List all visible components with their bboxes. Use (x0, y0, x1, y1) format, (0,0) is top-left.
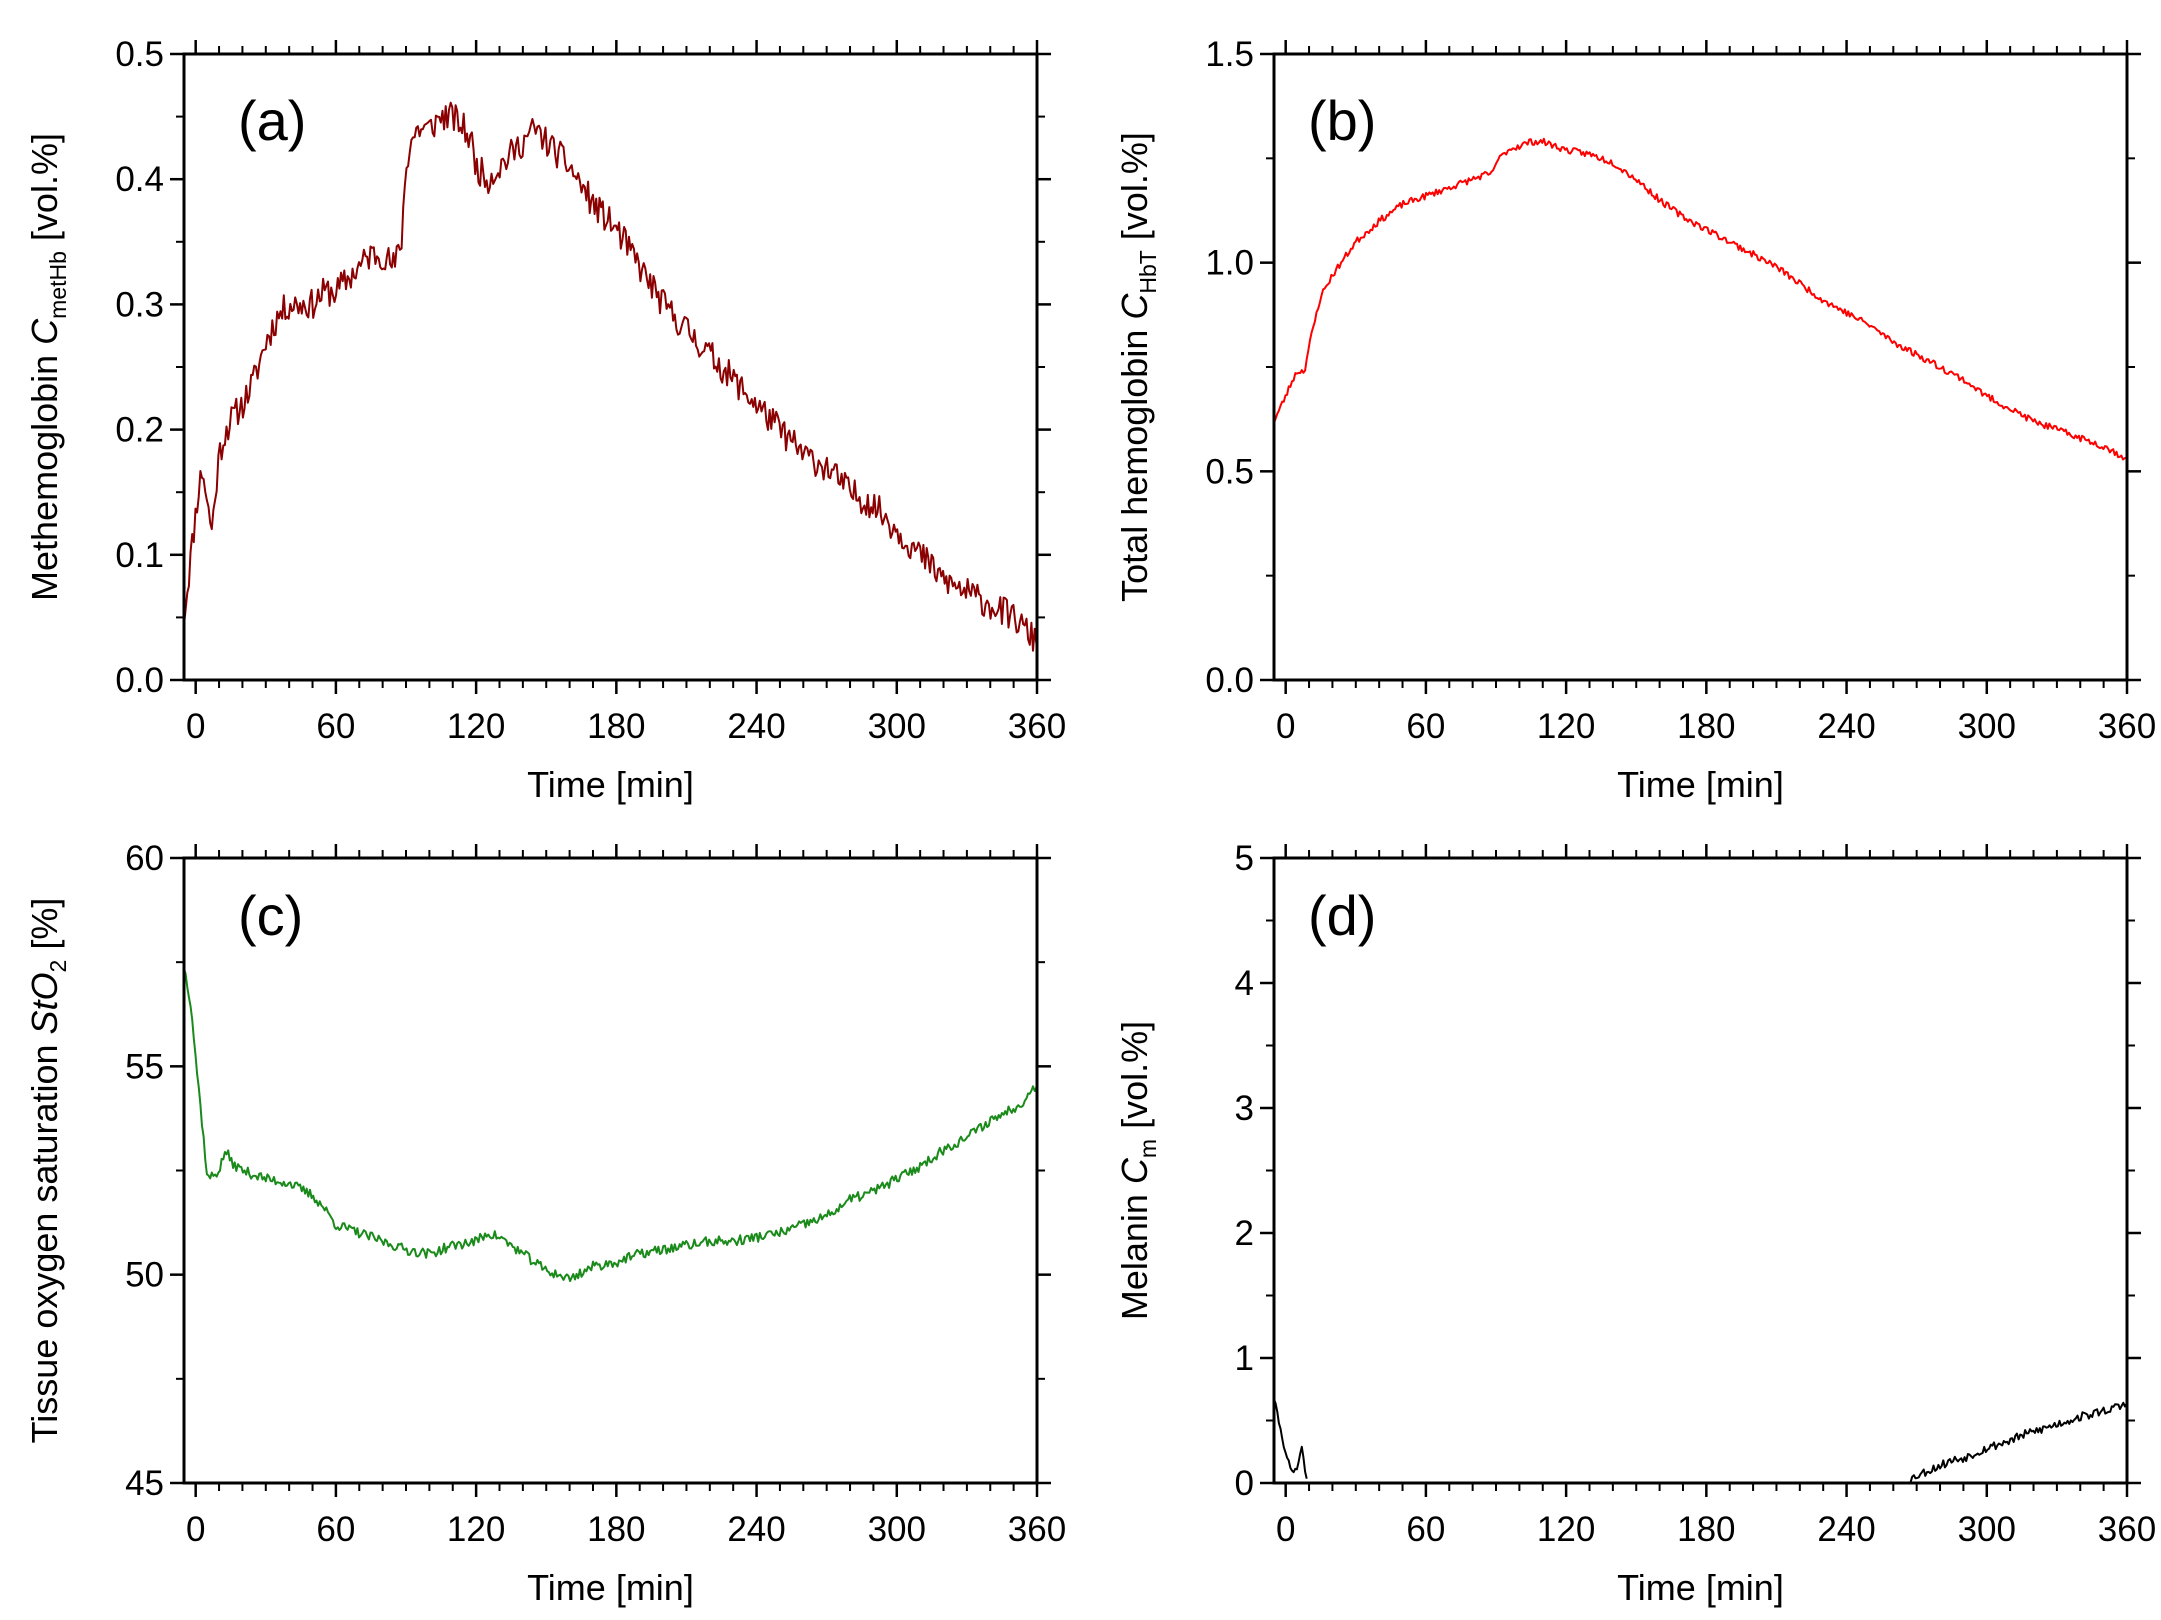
panel-c: 0 60 120 180 240 300 360 45 50 55 60 Time [min] Tiss… (24, 839, 1066, 1608)
y-tick-label: 3 (1235, 1089, 1254, 1128)
y-axis-title-prefix: Melanin (1114, 1184, 1155, 1320)
x-tick-label: 300 (1958, 707, 2016, 746)
y-axis-title-subscript: HbT (1135, 250, 1161, 293)
panel-b: 0 60 120 180 240 300 360 0.0 0.5 1.0 1.5 Time [min]… (1114, 35, 2156, 805)
x-tick-label: 180 (587, 707, 645, 746)
x-tick-label: 360 (2098, 1510, 2156, 1549)
y-axis-title-subscript: m (1135, 1139, 1161, 1158)
y-tick-label: 45 (125, 1464, 164, 1503)
y-axis-title-suffix: [vol.%] (1114, 132, 1155, 250)
x-tick-label: 360 (1008, 707, 1066, 746)
x-tick-label: 0 (1276, 1510, 1295, 1549)
x-tick-label: 60 (316, 1510, 355, 1549)
y-tick-label: 0.5 (1205, 452, 1254, 491)
y-tick-label: 0.1 (115, 536, 164, 575)
x-axis-title: Time [min] (527, 764, 694, 805)
y-axis-title-symbol: C (24, 318, 65, 345)
x-tick-label: 300 (1958, 1510, 2016, 1549)
y-axis-title: Tissue oxygen saturation StO2 [%] (24, 898, 71, 1444)
series-line-HbT (1273, 137, 2127, 461)
y-tick-label: 0.0 (115, 661, 164, 700)
y-axis-title: Methemoglobin CmetHb [vol.%] (24, 133, 71, 601)
x-tick-label: 300 (868, 707, 926, 746)
y-tick-label: 0 (1235, 1464, 1254, 1503)
plot-frame (1272, 856, 2129, 1485)
y-tick-label: 0.5 (115, 35, 164, 74)
y-tick-label: 0.0 (1205, 661, 1254, 700)
y-tick-label: 50 (125, 1256, 164, 1295)
series-line-metHb (183, 101, 1038, 652)
x-tick-label: 120 (1537, 1510, 1595, 1549)
x-tick-label: 120 (447, 1510, 505, 1549)
y-axis-title-symbol: StO (24, 972, 65, 1034)
y-axis-title-prefix: Tissue oxygen saturation (24, 1034, 65, 1443)
y-axis-title: Total hemoglobin CHbT [vol.%] (1114, 132, 1161, 602)
x-tick-label: 120 (447, 707, 505, 746)
y-axis-title-suffix: [vol.%] (1114, 1021, 1155, 1139)
series-line-melanin-early (1273, 1398, 1308, 1479)
y-tick-label: 1 (1235, 1339, 1254, 1378)
x-tick-label: 60 (316, 707, 355, 746)
y-tick-label: 0.2 (115, 411, 164, 450)
y-tick-label: 0.4 (115, 160, 164, 199)
x-tick-label: 0 (186, 707, 205, 746)
y-tick-label: 0.3 (115, 285, 164, 324)
x-axis-title: Time [min] (1617, 1567, 1784, 1608)
x-tick-label: 360 (1008, 1510, 1066, 1549)
panel-label: (d) (1308, 884, 1376, 947)
x-tick-label: 300 (868, 1510, 926, 1549)
panel-a: 0 60 120 180 240 300 360 0.0 0.1 0.2 0.3 0.4 0.5 Time… (24, 35, 1066, 805)
plot-frame (182, 52, 1039, 682)
x-axis-title: Time [min] (527, 1567, 694, 1608)
y-axis-title-subscript: 2 (45, 960, 71, 973)
x-tick-label: 240 (1817, 1510, 1875, 1549)
y-tick-label: 55 (125, 1047, 164, 1086)
x-axis-title: Time [min] (1617, 764, 1784, 805)
y-tick-label: 2 (1235, 1214, 1254, 1253)
y-axis-title: Melanin Cm [vol.%] (1114, 1021, 1161, 1320)
series-line-StO2 (183, 968, 1038, 1283)
panel-label: (b) (1308, 89, 1376, 152)
panel-label: (c) (238, 884, 303, 947)
y-tick-label: 1.0 (1205, 244, 1254, 283)
x-tick-label: 240 (727, 707, 785, 746)
x-tick-label: 60 (1406, 707, 1445, 746)
y-axis-title-suffix: [vol.%] (24, 133, 65, 251)
x-tick-label: 240 (727, 1510, 785, 1549)
panel-d: 0 60 120 180 240 300 360 0 1 2 3 4 5 Time [min] Melani… (1114, 839, 2156, 1608)
panel-label: (a) (238, 89, 306, 152)
x-tick-label: 180 (587, 1510, 645, 1549)
x-tick-label: 360 (2098, 707, 2156, 746)
y-tick-label: 1.5 (1205, 35, 1254, 74)
series-line-melanin-late (1907, 1401, 2128, 1484)
x-tick-label: 120 (1537, 707, 1595, 746)
plot-frame (1272, 52, 2129, 682)
y-tick-label: 5 (1235, 839, 1254, 878)
x-tick-label: 180 (1677, 1510, 1735, 1549)
y-axis-title-symbol: C (1114, 1157, 1155, 1184)
x-tick-label: 0 (186, 1510, 205, 1549)
y-axis-title-symbol: C (1114, 293, 1155, 320)
y-axis-title-suffix: [%] (24, 898, 65, 960)
y-tick-label: 60 (125, 839, 164, 878)
x-tick-label: 0 (1276, 707, 1295, 746)
y-axis-title-prefix: Methemoglobin (24, 345, 65, 601)
y-tick-label: 4 (1235, 964, 1254, 1003)
x-tick-label: 60 (1406, 1510, 1445, 1549)
y-axis-title-subscript: metHb (45, 251, 71, 319)
y-axis-title-prefix: Total hemoglobin (1114, 320, 1155, 602)
x-tick-label: 180 (1677, 707, 1735, 746)
x-tick-label: 240 (1817, 707, 1875, 746)
